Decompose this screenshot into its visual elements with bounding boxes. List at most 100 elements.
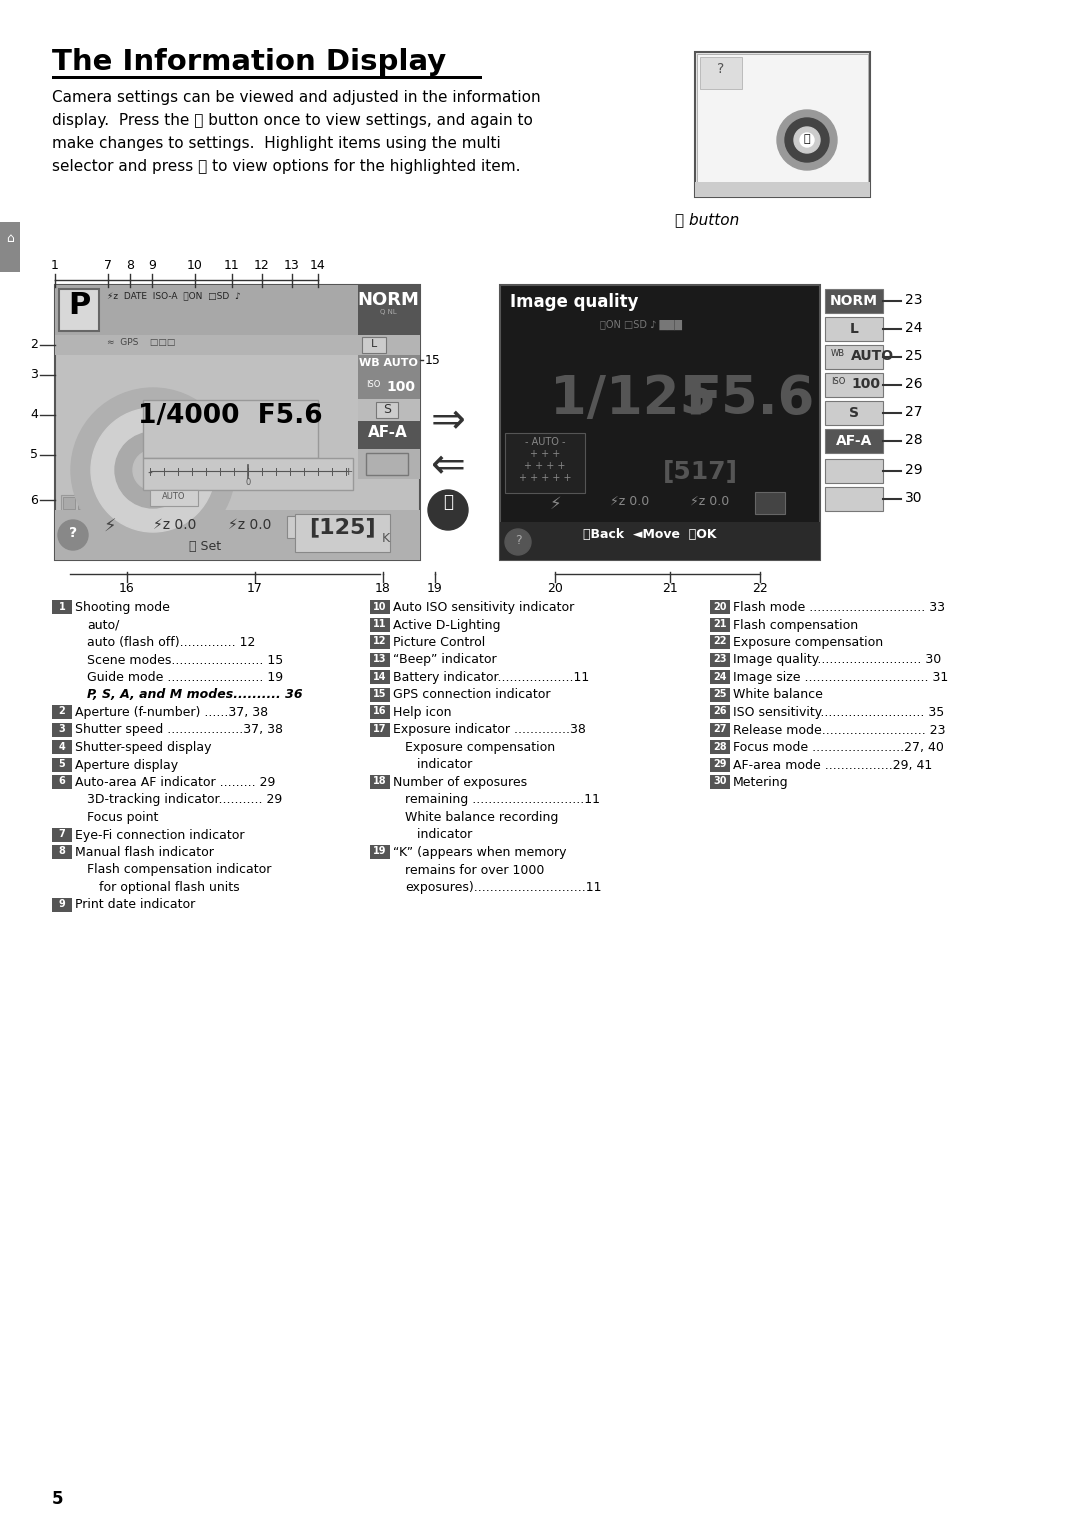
Text: AF-A: AF-A [368, 425, 408, 440]
Bar [370, 846, 390, 859]
Text: Flash compensation indicator: Flash compensation indicator [87, 864, 271, 876]
Text: Auto-area AF indicator ......... 29: Auto-area AF indicator ......... 29 [75, 777, 275, 789]
Bar [370, 653, 390, 667]
Text: 3: 3 [30, 368, 38, 382]
Text: Eye-Fi connection indicator: Eye-Fi connection indicator [75, 829, 244, 841]
Text: 17: 17 [247, 583, 262, 595]
Bar [357, 378, 420, 399]
Text: ?: ? [717, 63, 725, 76]
Text: 4: 4 [58, 742, 66, 751]
Text: Image quality: Image quality [510, 294, 638, 310]
Text: indicator: indicator [405, 829, 472, 841]
Bar [370, 599, 390, 615]
Text: Battery indicator...................11: Battery indicator...................11 [393, 671, 590, 683]
Text: ⓘ: ⓘ [804, 135, 810, 144]
Text: remaining ............................11: remaining ............................11 [405, 794, 600, 806]
Text: 23: 23 [905, 294, 922, 307]
Text: -: - [148, 466, 152, 482]
Bar [825, 459, 883, 483]
Text: Focus mode .......................27, 40: Focus mode .......................27, 40 [733, 742, 944, 754]
Bar [52, 898, 72, 911]
Bar [710, 705, 730, 719]
Text: P, S, A, and M modes.......... 36: P, S, A, and M modes.......... 36 [87, 688, 302, 702]
Text: Picture Control: Picture Control [393, 636, 485, 648]
Text: Auto ISO sensitivity indicator: Auto ISO sensitivity indicator [393, 601, 575, 615]
Text: ISO sensitivity.......................... 35: ISO sensitivity.........................… [733, 706, 944, 719]
Text: Release mode.......................... 23: Release mode.......................... 2… [733, 723, 945, 737]
Text: Shutter speed ...................37, 38: Shutter speed ...................37, 38 [75, 723, 283, 737]
Bar [150, 489, 198, 506]
Text: Q NL: Q NL [380, 309, 396, 315]
Text: ⓘON □SD ♪ ███: ⓘON □SD ♪ ███ [600, 320, 681, 330]
Text: + + + +: + + + + [524, 462, 566, 471]
Text: 19: 19 [427, 583, 443, 595]
Text: 26: 26 [905, 378, 922, 391]
Text: Number of exposures: Number of exposures [393, 777, 527, 789]
Bar [60, 495, 143, 549]
Text: 28: 28 [713, 742, 727, 751]
Text: exposures)............................11: exposures)............................11 [405, 881, 602, 894]
Text: Scene modes....................... 15: Scene modes....................... 15 [87, 653, 283, 667]
Bar [52, 740, 72, 754]
Text: S: S [383, 404, 391, 416]
Text: 13: 13 [374, 654, 387, 664]
Bar [366, 453, 408, 476]
Bar [63, 529, 75, 541]
Text: + + +: + + + [530, 450, 561, 459]
Text: 9: 9 [148, 258, 156, 272]
Text: F5.6: F5.6 [685, 373, 814, 425]
Bar [825, 401, 883, 425]
Text: 23: 23 [713, 654, 727, 664]
Bar [63, 497, 75, 509]
Text: 22: 22 [713, 636, 727, 647]
Bar [362, 336, 386, 353]
Text: 3D-tracking indicator........... 29: 3D-tracking indicator........... 29 [87, 794, 282, 806]
Bar [55, 511, 420, 560]
Text: GPS connection indicator: GPS connection indicator [393, 688, 551, 702]
Text: 25: 25 [905, 349, 922, 362]
Bar [55, 335, 357, 355]
Text: Image size ............................... 31: Image size .............................… [733, 671, 948, 683]
Bar [52, 757, 72, 772]
Bar [123, 497, 135, 509]
Bar [505, 433, 585, 492]
Bar [697, 54, 868, 196]
Text: 29: 29 [713, 758, 727, 769]
Text: [517]: [517] [662, 460, 738, 485]
Circle shape [133, 450, 173, 489]
Bar [710, 688, 730, 702]
Text: for optional flash units: for optional flash units [87, 881, 240, 894]
Circle shape [91, 408, 215, 532]
Bar [143, 401, 318, 459]
Text: auto/: auto/ [87, 619, 120, 631]
Text: Aperture display: Aperture display [75, 758, 178, 772]
Text: remains for over 1000: remains for over 1000 [405, 864, 544, 876]
Text: 17: 17 [374, 725, 387, 734]
Text: auto (flash off).............. 12: auto (flash off).............. 12 [87, 636, 255, 648]
Bar [370, 670, 390, 683]
Text: ⓘ: ⓘ [443, 492, 453, 511]
Text: [125]: [125] [309, 517, 376, 537]
Bar [357, 355, 420, 378]
Bar [825, 289, 883, 313]
Text: White balance: White balance [733, 688, 823, 702]
Circle shape [428, 489, 468, 531]
Bar [63, 514, 75, 524]
Bar [52, 827, 72, 841]
Text: 16: 16 [119, 583, 135, 595]
Text: 11: 11 [225, 258, 240, 272]
Text: ⚡z 0.0: ⚡z 0.0 [153, 518, 197, 532]
Text: 5: 5 [58, 758, 66, 769]
Text: ⓘ Set: ⓘ Set [189, 540, 221, 553]
Text: ⚡: ⚡ [104, 518, 117, 537]
Text: 21: 21 [662, 583, 678, 595]
Text: make changes to settings.  Highlight items using the multi: make changes to settings. Highlight item… [52, 136, 501, 151]
Bar [93, 497, 105, 509]
Text: Exposure indicator ..............38: Exposure indicator ..............38 [393, 723, 585, 737]
Bar [710, 670, 730, 683]
Text: ⚡z 0.0: ⚡z 0.0 [610, 495, 650, 508]
Text: The Information Display: The Information Display [52, 47, 446, 76]
Text: “Beep” indicator: “Beep” indicator [393, 653, 497, 667]
Text: 15: 15 [426, 353, 441, 367]
Bar [52, 76, 482, 78]
